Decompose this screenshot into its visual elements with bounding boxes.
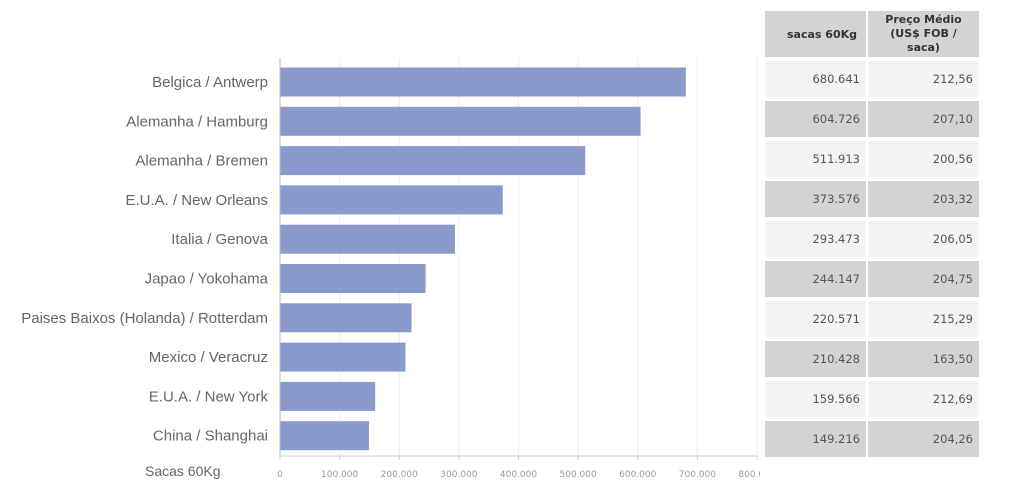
cell-preco: 204,26: [868, 419, 979, 459]
cell-preco: 212,69: [868, 379, 979, 419]
bar: [280, 106, 641, 136]
cell-sacas: 159.566: [765, 379, 866, 419]
table-header-row: sacas 60Kg Preço Médio (US$ FOB / saca): [765, 11, 979, 59]
cell-preco: 204,75: [868, 259, 979, 299]
cell-sacas: 293.473: [765, 219, 866, 259]
bar: [280, 146, 586, 176]
x-tick-label: 700.000: [679, 470, 716, 480]
header-preco-medio: Preço Médio (US$ FOB / saca): [868, 11, 979, 59]
header-preco-line2: (US$ FOB / saca): [890, 27, 957, 54]
x-tick-label: 500.000: [560, 470, 597, 480]
category-labels: Belgica / Antwerp Alemanha / Hamburg Alema…: [21, 74, 268, 445]
bar: [280, 185, 503, 215]
cell-sacas: 373.576: [765, 179, 866, 219]
category-label: E.U.A. / New York: [149, 388, 269, 405]
x-tick-label: 200.000: [381, 470, 418, 480]
cell-sacas: 511.913: [765, 139, 866, 179]
cell-sacas: 220.571: [765, 299, 866, 339]
data-table: sacas 60Kg Preço Médio (US$ FOB / saca) …: [763, 11, 981, 459]
cell-preco: 206,05: [868, 219, 979, 259]
bars: [280, 67, 686, 451]
cell-preco: 215,29: [868, 299, 979, 339]
cell-sacas: 680.641: [765, 59, 866, 99]
cell-sacas: 210.428: [765, 339, 866, 379]
bar: [280, 264, 426, 293]
bar: [280, 303, 412, 333]
bar-chart: Belgica / Antwerp Alemanha / Hamburg Alema…: [21, 58, 760, 480]
table-row: 159.566 212,69: [765, 379, 979, 419]
category-label: E.U.A. / New Orleans: [125, 192, 268, 209]
table-row: 293.473 206,05: [765, 219, 979, 259]
table-row: 149.216 204,26: [765, 419, 979, 459]
table-row: 511.913 200,56: [765, 139, 979, 179]
header-sacas: sacas 60Kg: [765, 11, 866, 59]
bar: [280, 421, 369, 451]
category-label: Italia / Genova: [171, 231, 268, 248]
table-row: 244.147 204,75: [765, 259, 979, 299]
x-tick-label: 100.000: [321, 470, 358, 480]
cell-preco: 200,56: [868, 139, 979, 179]
x-axis-ticks: 0 100.000 200.000 300.000 400.000 500.000 600.…: [277, 456, 760, 480]
cell-sacas: 604.726: [765, 99, 866, 139]
x-tick-label: 300.000: [440, 470, 477, 480]
category-label: Belgica / Antwerp: [152, 74, 268, 91]
cell-preco: 207,10: [868, 99, 979, 139]
x-axis-title: Sacas 60Kg: [145, 463, 221, 479]
table-row: 210.428 163,50: [765, 339, 979, 379]
category-label: Alemanha / Bremen: [135, 153, 268, 170]
bar: [280, 381, 376, 411]
table-row: 373.576 203,32: [765, 179, 979, 219]
category-label: Mexico / Veracruz: [149, 349, 268, 366]
category-label: China / Shanghai: [153, 428, 268, 445]
bar: [280, 224, 455, 254]
category-label: Japao / Yokohama: [145, 271, 269, 288]
header-preco-line1: Preço Médio: [885, 13, 962, 26]
category-label: Paises Baixos (Holanda) / Rotterdam: [21, 310, 268, 327]
cell-preco: 203,32: [868, 179, 979, 219]
x-tick-label: 800.000: [738, 470, 760, 480]
table-row: 220.571 215,29: [765, 299, 979, 339]
bar: [280, 67, 686, 97]
x-tick-label: 600.000: [619, 470, 656, 480]
table-row: 604.726 207,10: [765, 99, 979, 139]
table-row: 680.641 212,56: [765, 59, 979, 99]
cell-preco: 163,50: [868, 339, 979, 379]
x-tick-label: 400.000: [500, 470, 537, 480]
x-tick-label: 0: [277, 470, 283, 480]
bar: [280, 342, 406, 372]
cell-preco: 212,56: [868, 59, 979, 99]
cell-sacas: 244.147: [765, 259, 866, 299]
category-label: Alemanha / Hamburg: [126, 113, 268, 130]
cell-sacas: 149.216: [765, 419, 866, 459]
